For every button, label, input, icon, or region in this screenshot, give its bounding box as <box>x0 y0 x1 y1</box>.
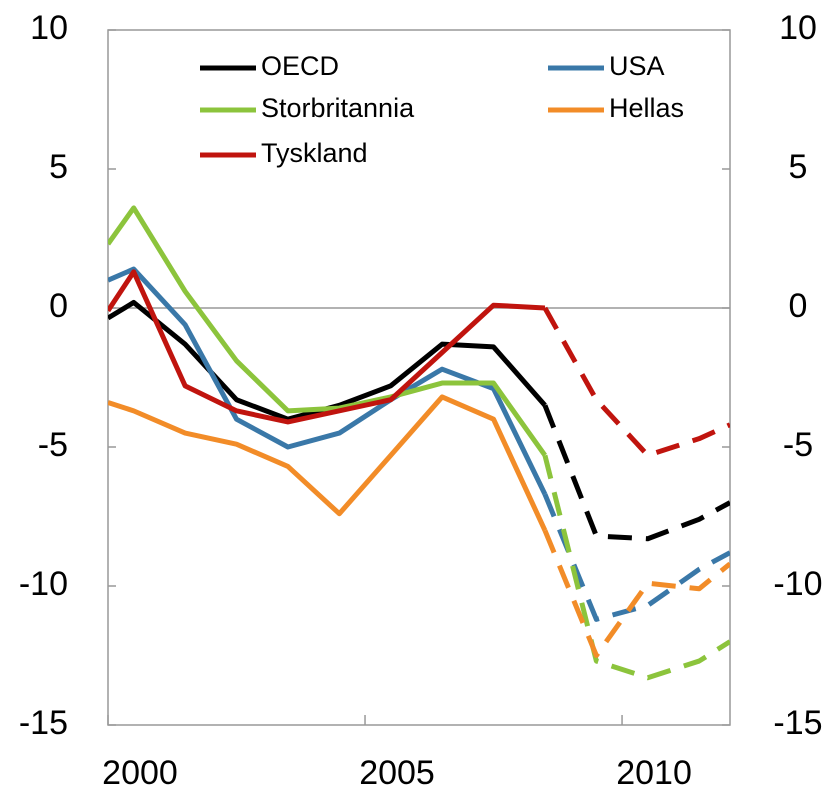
legend-label: USA <box>609 51 665 81</box>
series-line-dashed <box>542 454 730 681</box>
plot-frame <box>107 29 731 726</box>
legend-label: Storbritannia <box>261 93 415 123</box>
series-line-dashed <box>542 529 730 658</box>
y2-tick-label: -10 <box>773 565 822 603</box>
x-tick-label: 2010 <box>616 754 692 792</box>
series-line-dashed <box>542 493 730 622</box>
legend-label: OECD <box>261 51 339 81</box>
legend-label: Tyskland <box>261 138 368 168</box>
y2-tick-label: 5 <box>789 148 808 186</box>
y2-tick-label: -15 <box>773 704 822 742</box>
y-tick-label: -15 <box>19 704 68 742</box>
y2-tick-label: 0 <box>789 287 808 325</box>
y-tick-label: 0 <box>49 287 68 325</box>
y2-tick-label: 10 <box>779 9 817 47</box>
series-line-dashed <box>542 404 730 542</box>
y-tick-label: -5 <box>38 426 68 464</box>
y-tick-label: 5 <box>49 148 68 186</box>
y-tick-label: -10 <box>19 565 68 603</box>
series-line <box>108 394 548 532</box>
series-line-dashed <box>542 306 730 458</box>
series-group <box>108 205 730 681</box>
x-tick-label: 2000 <box>102 754 178 792</box>
series-line <box>108 269 546 425</box>
y-tick-label: 10 <box>30 9 68 47</box>
y2-tick-label: -5 <box>783 426 813 464</box>
series-line <box>108 205 547 457</box>
legend-label: Hellas <box>609 93 684 123</box>
x-tick-label: 2005 <box>359 754 435 792</box>
series-line <box>108 266 548 496</box>
